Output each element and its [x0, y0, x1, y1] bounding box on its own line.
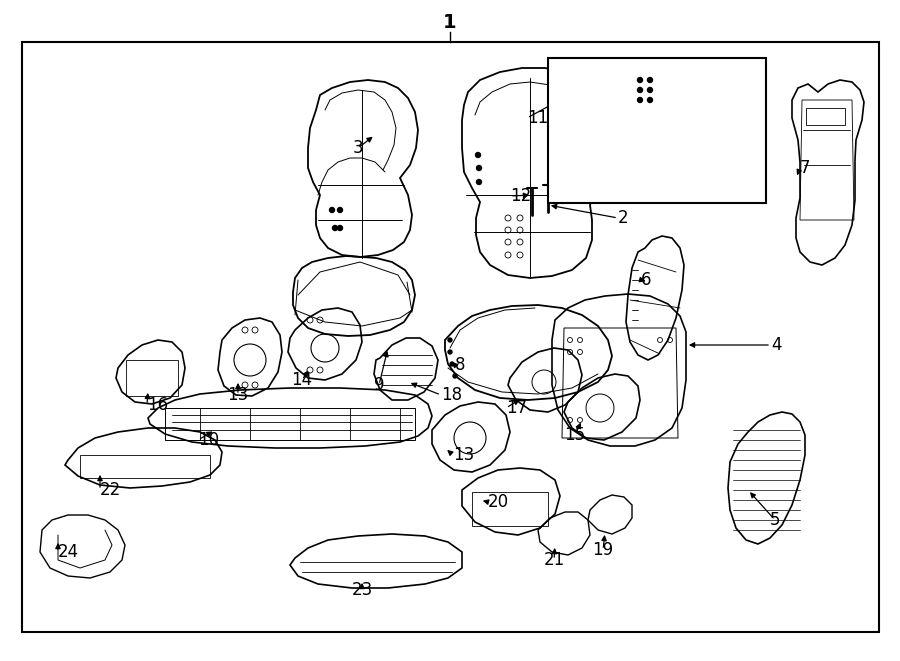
Circle shape — [637, 98, 643, 102]
Text: 6: 6 — [641, 271, 652, 289]
Circle shape — [329, 208, 335, 212]
Text: 7: 7 — [800, 159, 811, 177]
Circle shape — [647, 87, 652, 93]
Circle shape — [448, 338, 452, 342]
Text: 8: 8 — [455, 356, 465, 374]
Circle shape — [332, 225, 338, 231]
Text: 1: 1 — [443, 13, 457, 32]
Circle shape — [476, 165, 482, 171]
Text: 23: 23 — [351, 581, 373, 599]
Circle shape — [637, 77, 643, 83]
Text: 18: 18 — [441, 386, 462, 404]
Text: 19: 19 — [592, 541, 614, 559]
Text: 24: 24 — [58, 543, 79, 561]
Circle shape — [453, 374, 457, 378]
Text: 4: 4 — [771, 336, 781, 354]
Circle shape — [637, 87, 643, 93]
Text: 16: 16 — [147, 396, 168, 414]
Circle shape — [647, 77, 652, 83]
Circle shape — [338, 208, 343, 212]
Text: 14: 14 — [292, 371, 312, 389]
Circle shape — [475, 153, 481, 157]
Text: 9: 9 — [374, 376, 384, 394]
Text: 2: 2 — [618, 209, 628, 227]
Circle shape — [450, 362, 454, 366]
Text: 10: 10 — [198, 431, 219, 449]
Circle shape — [448, 350, 452, 354]
Circle shape — [338, 225, 343, 231]
Circle shape — [647, 98, 652, 102]
Text: 17: 17 — [506, 399, 527, 417]
Text: 12: 12 — [510, 187, 531, 205]
Text: 5: 5 — [770, 511, 780, 529]
Text: 15: 15 — [564, 426, 586, 444]
Text: 13: 13 — [228, 386, 248, 404]
Circle shape — [476, 180, 482, 184]
Text: 13: 13 — [453, 446, 474, 464]
Text: 11: 11 — [527, 109, 548, 127]
Bar — [22, 42, 879, 632]
Bar — [548, 58, 766, 203]
Text: 20: 20 — [488, 493, 509, 511]
Text: 22: 22 — [100, 481, 122, 499]
Text: 1: 1 — [444, 13, 456, 32]
Text: 3: 3 — [353, 139, 364, 157]
Text: 21: 21 — [544, 551, 564, 569]
